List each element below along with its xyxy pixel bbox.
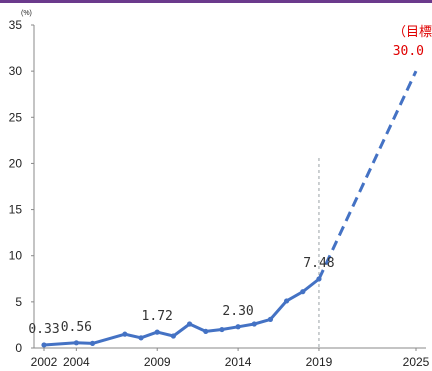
data-point (300, 289, 306, 295)
y-ticks: 0 5 10 15 20 25 30 35 (9, 18, 34, 355)
x-tick-label: 2002 (31, 355, 58, 369)
data-point (73, 340, 79, 346)
data-points (41, 276, 322, 348)
y-unit-label: (%) (21, 10, 32, 17)
x-tick-label: 2019 (306, 355, 333, 369)
data-point (251, 321, 257, 327)
data-label: 1.72 (142, 309, 173, 324)
x-tick-label: 2025 (403, 355, 430, 369)
target-label-line1: （目標 (393, 25, 432, 40)
data-point (122, 331, 128, 337)
data-label: 7.48 (303, 256, 334, 271)
target-label-value: 30.0 (393, 44, 424, 59)
y-tick-label: 25 (9, 110, 23, 124)
y-tick-label: 5 (15, 295, 22, 309)
data-labels: 0.33 0.56 1.72 2.30 7.48 (28, 256, 334, 337)
data-point (316, 276, 322, 282)
series-line-solid (43, 277, 320, 347)
top-bar (0, 0, 432, 3)
y-tick-label: 10 (9, 249, 23, 263)
series-line-dashed (317, 70, 418, 280)
data-point (203, 328, 209, 334)
y-tick-label: 20 (9, 156, 23, 170)
data-label: 0.56 (61, 320, 92, 335)
data-point (138, 335, 144, 341)
data-point (219, 326, 225, 333)
data-point (41, 342, 47, 348)
axes (33, 25, 426, 349)
data-point (186, 321, 193, 327)
y-tick-label: 15 (9, 203, 23, 217)
data-point (267, 316, 274, 322)
x-tick-label: 2014 (225, 355, 252, 369)
data-label: 0.33 (28, 322, 59, 337)
x-tick-label: 2009 (144, 355, 171, 369)
data-point (284, 298, 290, 304)
x-ticks: 2002 2004 2009 2014 2019 2025 (31, 348, 430, 369)
data-point (170, 333, 176, 339)
y-tick-label: 30 (9, 64, 23, 78)
x-tick-label: 2004 (63, 355, 90, 369)
y-tick-label: 0 (15, 341, 22, 355)
data-point (235, 324, 241, 330)
data-label: 2.30 (222, 304, 253, 319)
y-tick-label: 35 (9, 18, 23, 32)
data-point (154, 329, 160, 335)
data-point (89, 340, 96, 346)
